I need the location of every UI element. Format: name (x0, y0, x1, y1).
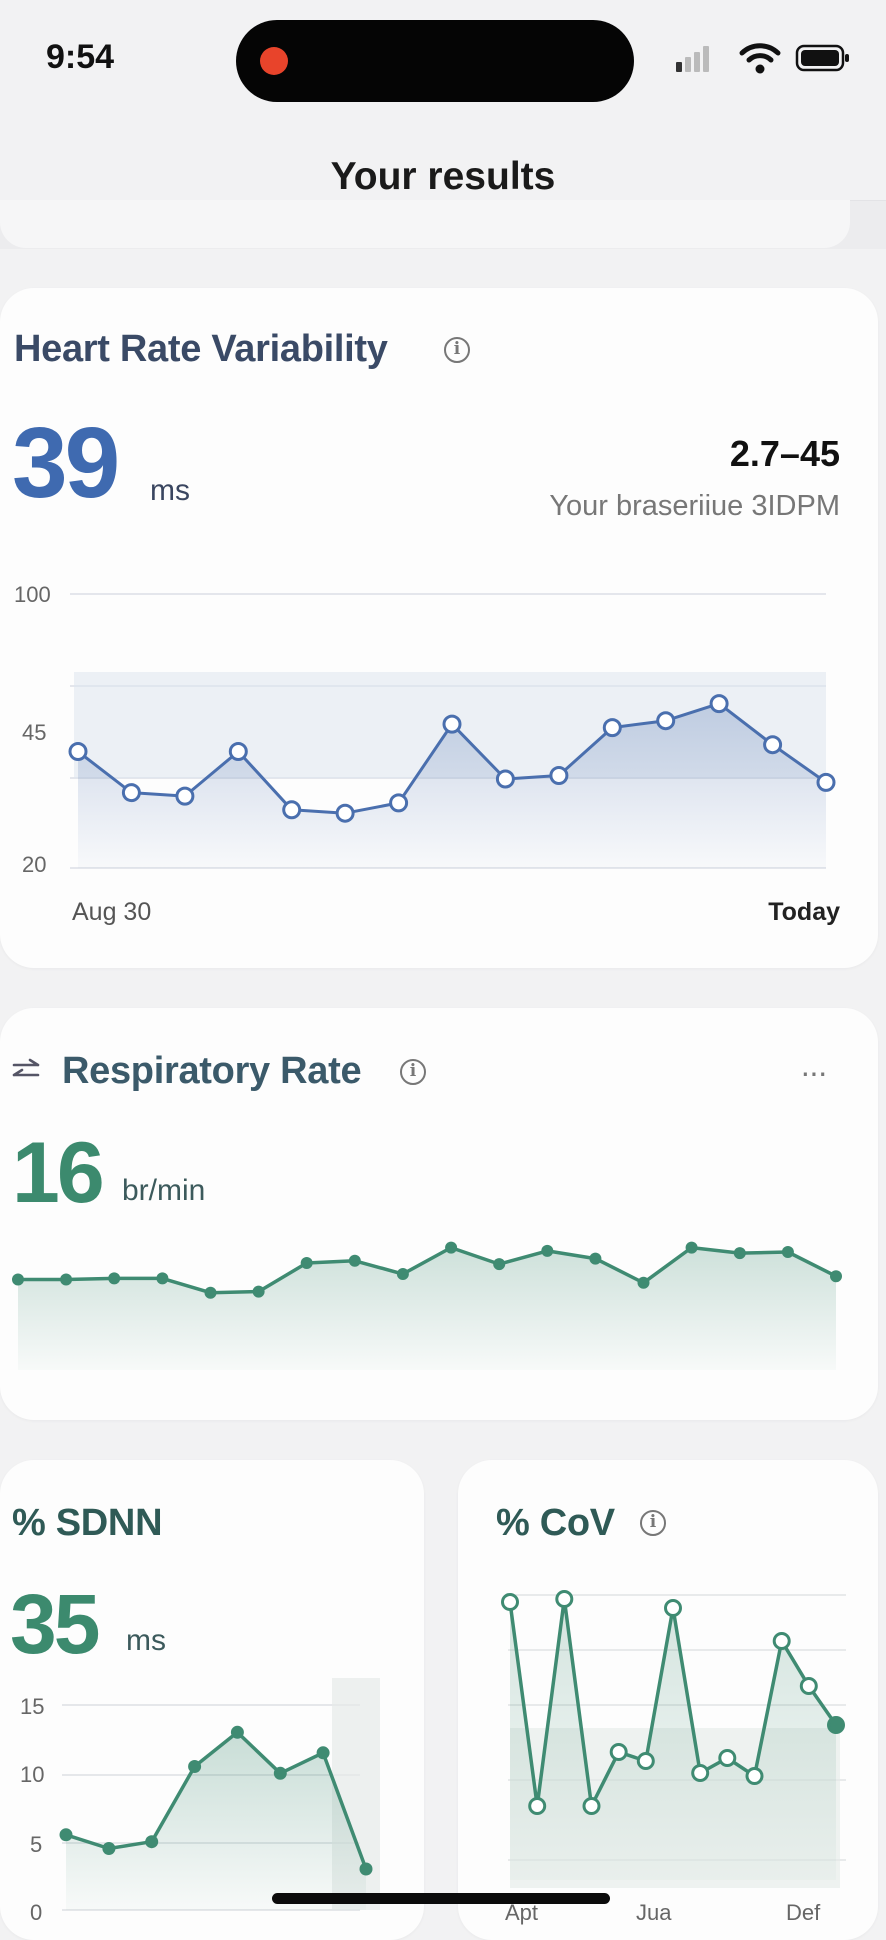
resp-point (589, 1252, 602, 1265)
hrv-point (656, 711, 676, 731)
info-icon[interactable]: i (444, 337, 470, 363)
cov-point (636, 1752, 655, 1770)
resp-point (348, 1254, 361, 1267)
hrv-y-tick: 45 (22, 720, 47, 745)
hrv-point (335, 803, 355, 823)
sdnn-point (230, 1725, 244, 1739)
sdnn-point (359, 1862, 373, 1876)
sdnn-y-tick: 15 (20, 1694, 45, 1719)
resp-point (445, 1241, 458, 1254)
status-time: 9:54 (46, 38, 115, 76)
cov-point (555, 1590, 574, 1608)
resp-title: Respiratory Rate (62, 1050, 362, 1092)
resp-point (396, 1268, 409, 1280)
cov-point (501, 1593, 519, 1611)
more-button[interactable]: ··· (800, 1054, 828, 1090)
cov-point (799, 1677, 818, 1695)
hrv-point (763, 735, 783, 755)
hrv-x-start: Aug 30 (72, 898, 152, 926)
resp-point (830, 1270, 842, 1283)
hrv-point (389, 793, 409, 813)
sdnn-point (316, 1746, 330, 1760)
hrv-point (121, 783, 141, 803)
hrv-point (68, 742, 88, 761)
sdnn-y-tick: 10 (20, 1762, 45, 1787)
wifi-icon (739, 43, 781, 74)
resp-point (252, 1285, 265, 1298)
resp-point (108, 1272, 121, 1285)
hrv-title: Heart Rate Variability (14, 328, 388, 370)
sdnn-value: 35 (10, 1577, 100, 1671)
hrv-y-tick: 100 (14, 582, 51, 607)
lines-icon (12, 1058, 40, 1077)
cov-point (528, 1797, 547, 1815)
hrv-point (442, 714, 462, 734)
info-icon[interactable]: i (640, 1510, 666, 1536)
resp-unit: br/min (122, 1174, 206, 1207)
sdnn-y-tick: 0 (30, 1900, 43, 1925)
sdnn-point (145, 1835, 159, 1849)
cellular-signal-icon (676, 46, 709, 72)
hrv-value: 39 (12, 407, 120, 519)
sdnn-point (188, 1760, 202, 1773)
hrv-range: 2.7–45 (729, 433, 840, 474)
resp-point (12, 1273, 24, 1286)
cov-point (827, 1716, 845, 1734)
cov-point (745, 1767, 764, 1785)
resp-point (781, 1246, 794, 1258)
hrv-baseline-label: Your braseriiue 3IDPM (549, 490, 840, 522)
resp-line (18, 1245, 837, 1295)
cov-point (664, 1599, 682, 1617)
info-icon[interactable]: i (400, 1059, 426, 1085)
home-indicator[interactable] (272, 1893, 610, 1904)
cov-point (772, 1632, 791, 1650)
hrv-y-tick: 20 (22, 852, 47, 877)
resp-point (637, 1276, 650, 1289)
hrv-point (282, 800, 302, 820)
resp-point (156, 1272, 169, 1285)
recording-indicator (260, 47, 288, 75)
hrv-point (709, 694, 729, 714)
sdnn-y-tick: 5 (30, 1832, 43, 1857)
hrv-point (495, 769, 515, 789)
cov-point (718, 1749, 737, 1767)
resp-point (204, 1286, 217, 1299)
resp-point (493, 1258, 506, 1271)
hrv-unit: ms (150, 474, 190, 507)
resp-point (60, 1273, 73, 1286)
page-title: Your results (330, 155, 556, 198)
hrv-x-end: Today (768, 898, 840, 926)
resp-value: 16 (12, 1125, 105, 1221)
sdnn-point (102, 1842, 116, 1855)
sdnn-point (273, 1766, 287, 1780)
sdnn-unit: ms (126, 1624, 166, 1657)
cov-point (609, 1743, 628, 1761)
sdnn-area (66, 1732, 366, 1910)
sdnn-title: % SDNN (12, 1502, 163, 1544)
resp-point (685, 1241, 698, 1254)
battery-icon (795, 44, 849, 72)
previous-card-edge (0, 200, 850, 248)
sdnn-line (65, 1730, 368, 1870)
cov-point (582, 1797, 601, 1815)
resp-point (300, 1257, 313, 1269)
cov-point (691, 1764, 710, 1782)
sdnn-point (59, 1828, 73, 1842)
hrv-point (175, 786, 195, 806)
resp-area (18, 1247, 836, 1370)
resp-point (733, 1247, 746, 1260)
resp-point (541, 1244, 554, 1257)
hrv-point (602, 718, 622, 738)
hrv-point (549, 766, 569, 785)
cov-title: % CoV (496, 1502, 615, 1544)
dynamic-island (236, 20, 634, 102)
hrv-area (78, 703, 826, 868)
hrv-point (228, 742, 248, 761)
hrv-point (816, 772, 836, 792)
